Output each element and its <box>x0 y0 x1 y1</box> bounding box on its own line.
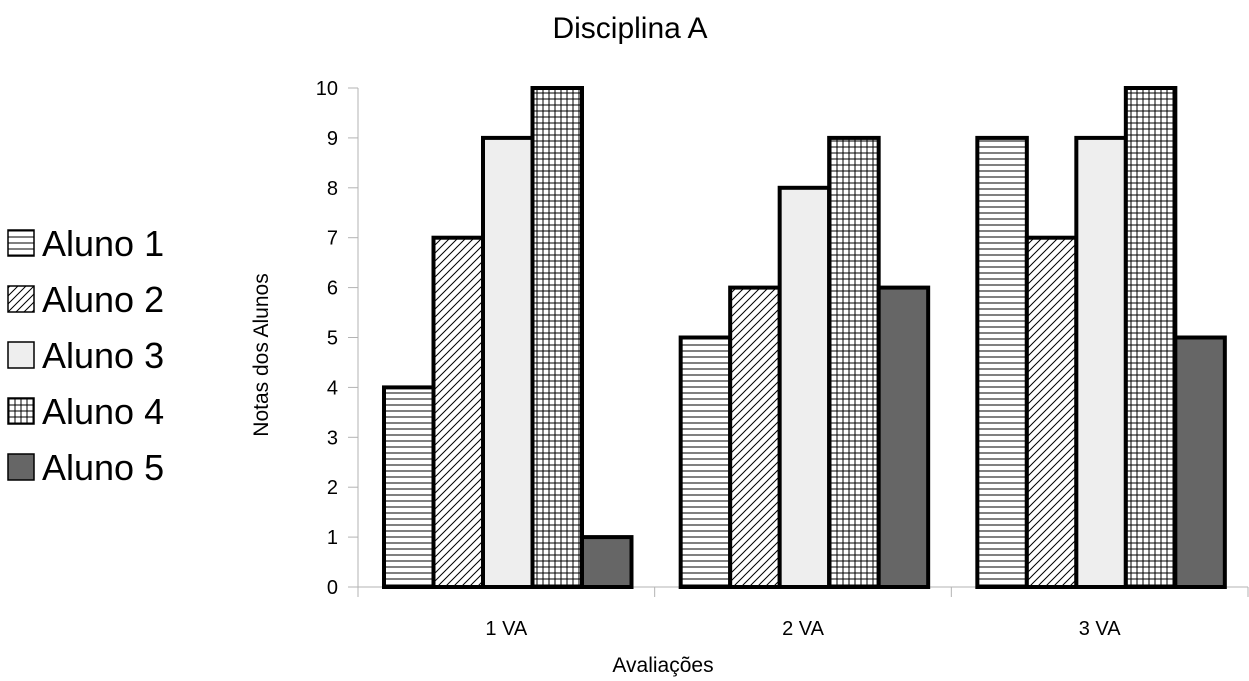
x-axis-label: Avaliações <box>612 654 713 677</box>
chart-title: Disciplina A <box>552 12 707 45</box>
x-tick-label: 1 VA <box>485 618 528 640</box>
bar-aluno-2-2-va <box>728 285 782 589</box>
legend-swatch <box>7 453 35 481</box>
y-tick-label: 0 <box>327 577 338 599</box>
legend-label: Aluno 5 <box>42 447 164 488</box>
bar-aluno-2-1-va <box>431 235 485 589</box>
y-tick-label: 1 <box>327 527 338 549</box>
bar-aluno-4-3-va <box>1123 86 1178 589</box>
y-axis-label: Notas dos Alunos <box>250 273 273 436</box>
bar-aluno-5-1-va <box>580 535 634 589</box>
legend-label: Aluno 4 <box>42 391 164 432</box>
bar-aluno-4-1-va <box>530 86 584 589</box>
y-tick-label: 5 <box>327 328 338 350</box>
y-tick-label: 7 <box>327 228 338 250</box>
legend: Aluno 1 Aluno 2 Aluno 3 Aluno 4 Aluno 5 <box>7 223 164 488</box>
bar-aluno-2-3-va <box>1024 235 1079 589</box>
bar-aluno-4-2-va <box>827 135 881 589</box>
legend-label: Aluno 3 <box>42 335 164 376</box>
bar-aluno-5-2-va <box>876 285 931 589</box>
y-tick-label: 9 <box>327 128 338 150</box>
x-tick-label: 3 VA <box>1079 618 1122 640</box>
legend-swatch <box>7 285 35 313</box>
x-tick-label: 2 VA <box>782 618 825 640</box>
legend-swatch <box>7 229 35 257</box>
legend-swatch <box>7 397 35 425</box>
bar-aluno-1-3-va <box>975 135 1029 589</box>
bar-aluno-3-2-va <box>777 185 832 590</box>
bar-aluno-1-2-va <box>678 335 733 589</box>
y-tick-label: 4 <box>327 377 338 399</box>
bars <box>382 86 1227 590</box>
y-tick-label: 3 <box>327 427 338 449</box>
bar-aluno-3-3-va <box>1074 135 1128 589</box>
legend-swatch <box>7 341 35 369</box>
legend-label: Aluno 2 <box>42 279 164 320</box>
y-tick-label: 6 <box>327 278 338 300</box>
bar-aluno-1-1-va <box>382 385 436 589</box>
bar-aluno-5-3-va <box>1173 335 1227 589</box>
y-tick-label: 2 <box>327 477 338 499</box>
tick-labels: 0 1 2 3 4 5 6 7 8 9 10 1 VA 2 VA 3 VA <box>316 78 1122 640</box>
y-tick-label: 10 <box>316 78 338 100</box>
legend-label: Aluno 1 <box>42 223 164 264</box>
y-tick-label: 8 <box>327 178 338 200</box>
bar-aluno-3-1-va <box>481 135 535 589</box>
